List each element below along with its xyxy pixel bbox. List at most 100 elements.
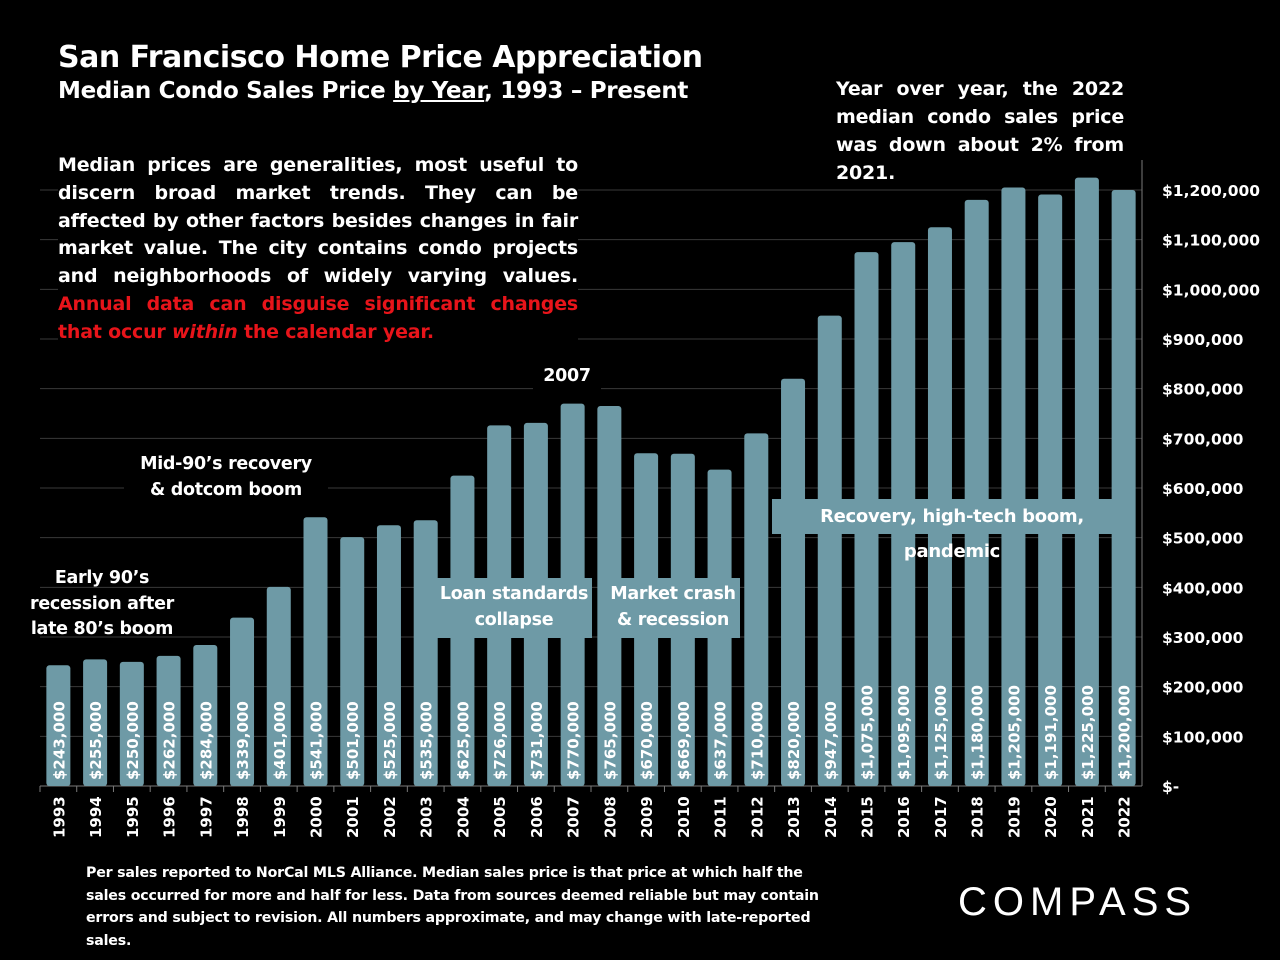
- bar: [340, 537, 365, 786]
- bar: [1111, 190, 1136, 786]
- x-tick-label: 1993: [50, 796, 68, 838]
- bar-data-label: $669,000: [675, 701, 693, 780]
- x-tick-label: 1999: [271, 796, 289, 838]
- x-tick-label: 2012: [748, 796, 766, 838]
- x-tick-label: 1996: [161, 796, 179, 838]
- bar-data-label: $262,000: [161, 701, 179, 780]
- y-tick-label: $-: [1162, 778, 1179, 796]
- y-tick-label: $500,000: [1162, 530, 1244, 548]
- bar-data-label: $765,000: [601, 701, 619, 780]
- x-tick-label: 2013: [785, 796, 803, 838]
- x-tick-label: 1994: [87, 796, 105, 838]
- x-tick-label: 2004: [454, 796, 472, 838]
- y-tick-label: $300,000: [1162, 629, 1244, 647]
- bar-data-label: $1,180,000: [969, 685, 987, 780]
- annotation-market-crash: Market crash & recession: [606, 578, 740, 638]
- bar: [1074, 177, 1099, 787]
- x-tick-label: 2001: [344, 796, 362, 838]
- annotation-recovery: Recovery, high-tech boom, pandemic: [772, 499, 1132, 562]
- x-tick-label: 2002: [381, 796, 399, 838]
- x-tick-label: 2022: [1116, 796, 1134, 838]
- bar: [303, 517, 328, 786]
- x-tick-label: 2007: [565, 796, 583, 838]
- bar: [964, 199, 989, 786]
- bar-data-label: $670,000: [638, 701, 656, 780]
- x-tick-label: 2018: [969, 796, 987, 838]
- bar: [46, 665, 71, 786]
- intro-note: Median prices are generalities, most use…: [58, 152, 578, 347]
- bar-data-label: $1,191,000: [1042, 685, 1060, 780]
- footer-note: Per sales reported to NorCal MLS Allianc…: [86, 865, 819, 949]
- bar-data-label: $243,000: [50, 701, 68, 780]
- x-tick-label: 2017: [932, 796, 950, 838]
- bar: [230, 617, 255, 786]
- x-tick-label: 2020: [1042, 796, 1060, 838]
- x-tick-label: 2008: [601, 796, 619, 838]
- annotation-loan-standards: Loan standards collapse: [436, 578, 592, 638]
- y-tick-label: $1,100,000: [1162, 232, 1260, 250]
- yoy-note: Year over year, the 2022 median condo sa…: [836, 78, 1124, 184]
- bar: [156, 655, 181, 786]
- bar-data-label: $770,000: [565, 701, 583, 780]
- bar: [119, 661, 144, 786]
- bar-data-label: $284,000: [197, 701, 215, 780]
- x-tick-label: 2006: [528, 796, 546, 838]
- y-tick-label: $400,000: [1162, 579, 1244, 597]
- bar: [817, 315, 842, 786]
- x-tick-label: 2009: [638, 796, 656, 838]
- x-tick-label: 1995: [124, 796, 142, 838]
- x-tick-label: 2005: [491, 796, 509, 838]
- bar-data-label: $1,205,000: [1005, 685, 1023, 780]
- y-tick-label: $100,000: [1162, 728, 1244, 746]
- bar-data-label: $501,000: [344, 701, 362, 780]
- bar: [1038, 194, 1063, 787]
- x-tick-label: 1998: [234, 796, 252, 838]
- x-tick-label: 2014: [822, 796, 840, 838]
- bar-data-label: $625,000: [454, 701, 472, 780]
- bar: [781, 378, 806, 786]
- y-tick-label: $200,000: [1162, 679, 1244, 697]
- bar-data-label: $525,000: [381, 701, 399, 780]
- annotation-2007: 2007: [533, 362, 601, 392]
- bar-data-label: $1,125,000: [932, 685, 950, 780]
- bar: [83, 659, 108, 786]
- bar-data-label: $1,200,000: [1116, 685, 1134, 780]
- page-subtitle: Median Condo Sales Price by Year, 1993 –…: [58, 78, 689, 104]
- bar-data-label: $250,000: [124, 701, 142, 780]
- bar-data-label: $339,000: [234, 701, 252, 780]
- y-tick-label: $800,000: [1162, 381, 1244, 399]
- annotation-early-90s: Early 90’s recession after late 80’s boom: [30, 568, 174, 639]
- compass-logo: COMPASS: [958, 880, 1198, 924]
- bar-data-label: $1,075,000: [859, 685, 877, 780]
- x-tick-label: 2010: [675, 796, 693, 838]
- bar-data-label: $255,000: [87, 701, 105, 780]
- bar-data-label: $726,000: [491, 701, 509, 780]
- bar-data-label: $947,000: [822, 701, 840, 780]
- bar-data-label: $1,095,000: [895, 685, 913, 780]
- x-tick-label: 2016: [895, 796, 913, 838]
- y-tick-label: $600,000: [1162, 480, 1244, 498]
- bar-data-label: $731,000: [528, 701, 546, 780]
- bar: [744, 433, 769, 786]
- bar-data-label: $541,000: [308, 701, 326, 780]
- bar-data-label: $637,000: [712, 701, 730, 780]
- x-tick-label: 2015: [859, 796, 877, 838]
- x-tick-label: 2021: [1079, 796, 1097, 838]
- x-tick-label: 2019: [1005, 796, 1023, 838]
- bar: [193, 644, 218, 786]
- x-tick-label: 2003: [418, 796, 436, 838]
- x-tick-label: 1997: [197, 796, 215, 838]
- y-tick-label: $700,000: [1162, 430, 1244, 448]
- x-tick-label: 2011: [712, 796, 730, 838]
- bar-data-label: $1,225,000: [1079, 685, 1097, 780]
- y-tick-label: $1,200,000: [1162, 182, 1260, 200]
- y-tick-label: $1,000,000: [1162, 281, 1260, 299]
- bar: [376, 525, 401, 786]
- bar-data-label: $820,000: [785, 701, 803, 780]
- annotation-mid-90s: Mid-90’s recovery & dotcom boom: [124, 450, 328, 505]
- bar: [413, 520, 438, 786]
- bar: [266, 586, 291, 786]
- bar-data-label: $535,000: [418, 701, 436, 780]
- bar-data-label: $401,000: [271, 701, 289, 780]
- page-title: San Francisco Home Price Appreciation: [58, 40, 703, 75]
